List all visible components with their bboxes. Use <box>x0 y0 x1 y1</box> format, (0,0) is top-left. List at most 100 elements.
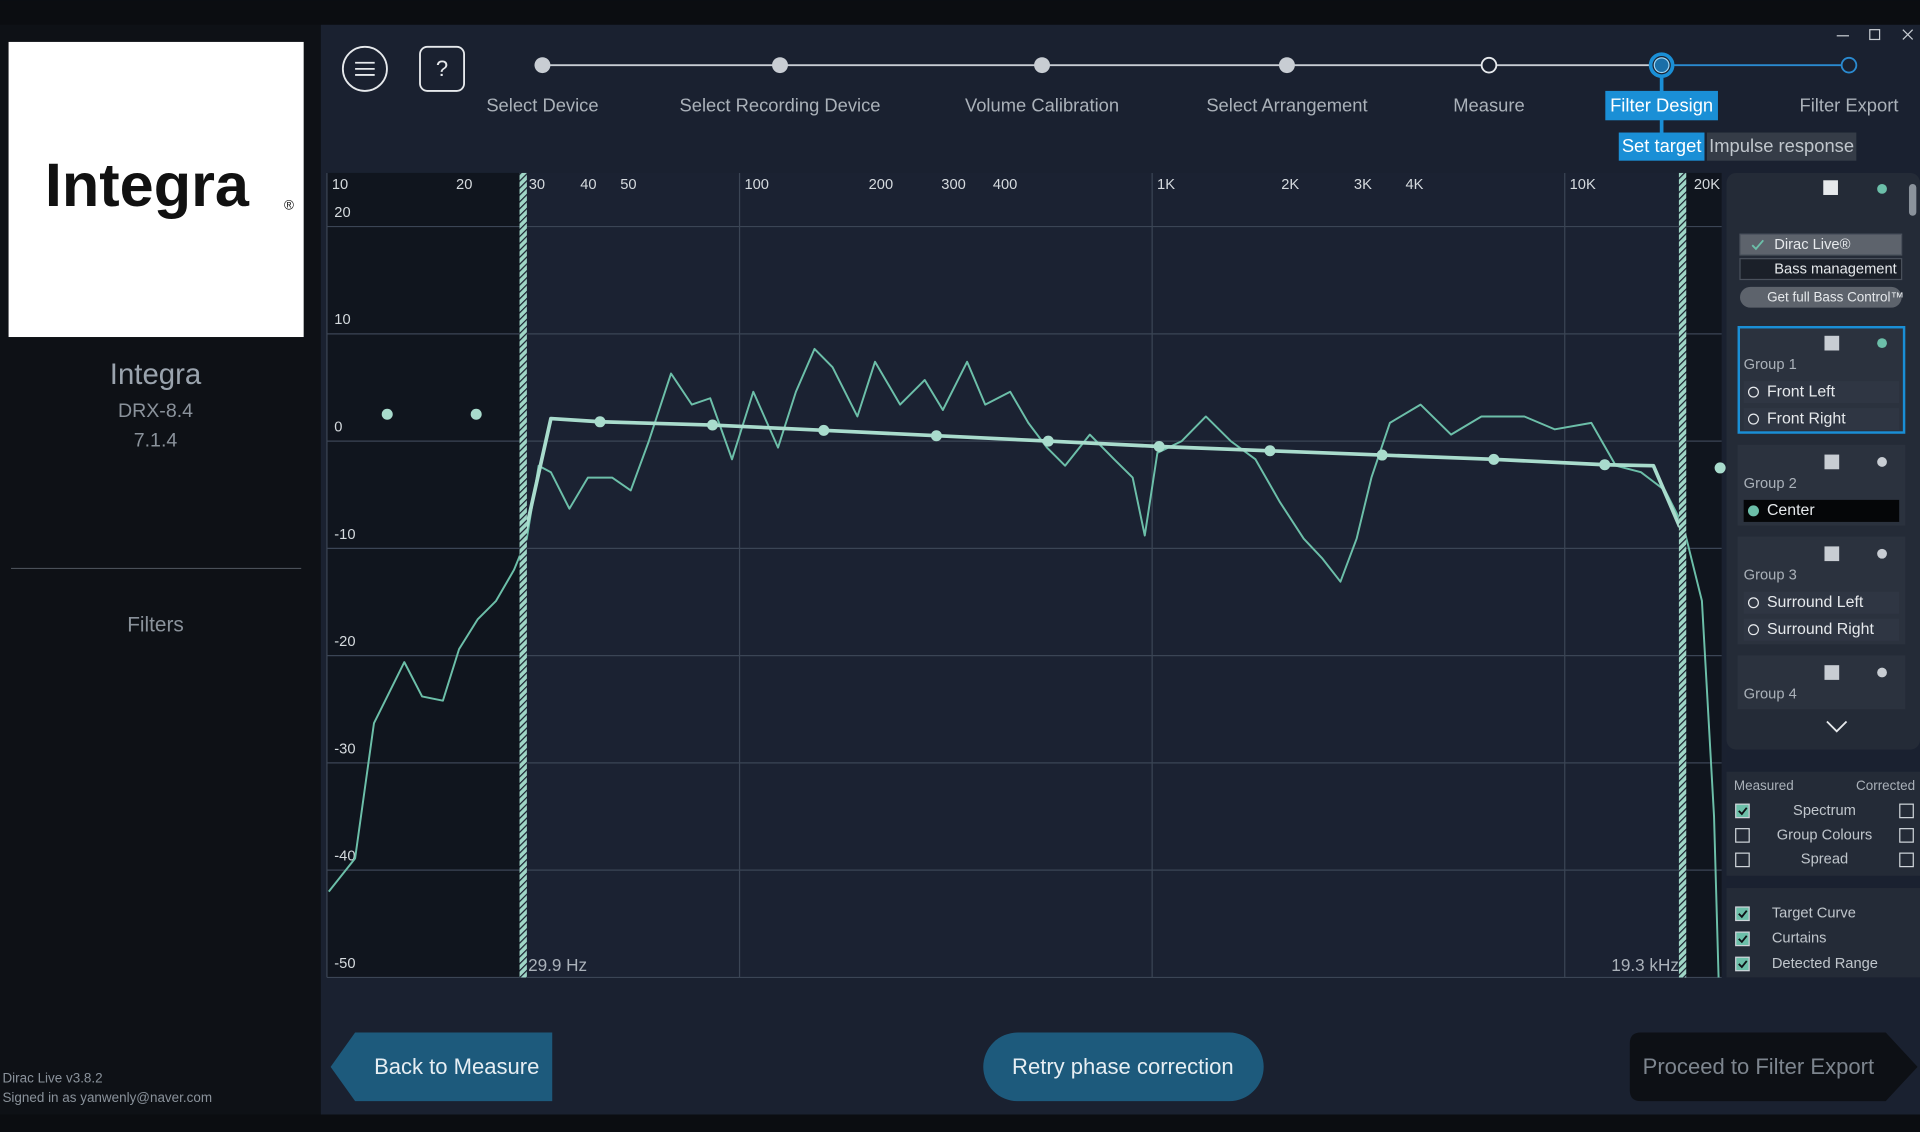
control-point[interactable] <box>1264 445 1276 457</box>
channel-row[interactable] <box>1743 591 1900 614</box>
group-card[interactable] <box>1737 655 1906 710</box>
x-tick-label: 300 <box>941 177 966 193</box>
display-box <box>1726 771 1920 876</box>
checkbox[interactable] <box>1735 828 1750 843</box>
checkbox[interactable] <box>1899 828 1914 843</box>
checkbox[interactable] <box>1735 931 1750 947</box>
x-tick-label: 50 <box>620 177 636 193</box>
stepper: Select Device Select Recording Device Volu… <box>486 52 1898 161</box>
mode-row[interactable] <box>1739 258 1903 281</box>
retry-button[interactable] <box>983 1032 1264 1102</box>
curtain[interactable] <box>519 172 527 978</box>
step-highlight <box>1605 90 1718 121</box>
control-point[interactable] <box>381 408 393 420</box>
restore[interactable] <box>1869 29 1881 41</box>
close[interactable] <box>1902 29 1914 40</box>
browser-tab-bar <box>0 0 1920 25</box>
curtain-label: 29.9 Hz <box>528 955 587 975</box>
filters-link[interactable]: Filters <box>127 614 184 637</box>
x-tick-label: 30 <box>529 177 545 193</box>
step-label: Select Recording Device <box>679 95 880 116</box>
control-point[interactable] <box>930 430 942 442</box>
out-of-range <box>326 172 524 978</box>
x-tick-label: 1K <box>1157 177 1175 193</box>
step-dot[interactable] <box>534 57 551 74</box>
x-tick-label: 4K <box>1405 177 1423 193</box>
checkmark <box>1738 960 1748 969</box>
control-point[interactable] <box>1376 449 1388 461</box>
display-label: Group Colours <box>1777 827 1873 843</box>
control-point[interactable] <box>1714 462 1726 474</box>
control-point[interactable] <box>707 419 719 431</box>
step-dot[interactable] <box>1840 56 1858 74</box>
retry-label: Retry phase correction <box>1012 1054 1234 1079</box>
channel-dot <box>1747 386 1759 398</box>
mode-label: Dirac Live® <box>1774 237 1850 253</box>
control-point[interactable] <box>818 424 830 436</box>
step-dot[interactable] <box>772 57 788 74</box>
control-point[interactable] <box>1042 435 1054 447</box>
channel-row[interactable] <box>1743 618 1900 641</box>
control-point[interactable] <box>1599 459 1611 471</box>
step-dot[interactable] <box>1480 56 1498 74</box>
channel-row[interactable] <box>1743 381 1900 404</box>
y-tick-label: -20 <box>334 634 355 650</box>
group-label: Group 3 <box>1744 568 1797 584</box>
checkbox[interactable] <box>1899 852 1914 868</box>
checkbox[interactable] <box>1735 803 1750 819</box>
channel-row[interactable] <box>1743 408 1900 431</box>
subtab[interactable] <box>1618 132 1705 161</box>
subtab[interactable] <box>1706 132 1857 161</box>
y-tick-label: 10 <box>334 312 350 328</box>
y-tick-label: 0 <box>334 420 342 436</box>
checkbox[interactable] <box>1899 803 1914 819</box>
x-tick-label: 20 <box>456 177 472 193</box>
step-label: Select Device <box>486 95 598 116</box>
x-tick-label: 3K <box>1354 177 1372 193</box>
help-icon: ? <box>436 56 448 81</box>
y-tick-label: 20 <box>334 205 350 221</box>
icon <box>1824 454 1840 470</box>
step-dot[interactable] <box>1034 57 1050 74</box>
checkmark <box>1738 935 1748 944</box>
control-point[interactable] <box>1153 440 1165 452</box>
curtain[interactable] <box>1678 172 1687 978</box>
help-button[interactable] <box>419 45 465 92</box>
curtain-label: 19.3 kHz <box>1611 955 1679 975</box>
step-dot-inner <box>1653 57 1670 74</box>
control-point[interactable] <box>594 416 606 428</box>
y-tick-label: -10 <box>334 527 355 543</box>
scrollbar[interactable] <box>1908 183 1917 216</box>
logo-mark: ® <box>284 198 294 213</box>
checkbox[interactable] <box>1735 956 1750 972</box>
step-dot[interactable] <box>1278 57 1295 74</box>
icon <box>1877 548 1887 559</box>
mode-row[interactable] <box>1739 233 1903 256</box>
channel-dot <box>1747 624 1759 636</box>
measured-header: Measured <box>1734 778 1794 793</box>
checkbox[interactable] <box>1735 906 1750 922</box>
menu-button[interactable] <box>341 45 388 92</box>
x-tick-label: 40 <box>580 177 596 193</box>
checkbox[interactable] <box>1735 852 1750 868</box>
channel-label: Front Left <box>1767 383 1836 400</box>
scroll-down[interactable] <box>1826 720 1848 733</box>
control-point[interactable] <box>1488 453 1500 465</box>
corrected-header: Corrected <box>1856 778 1915 793</box>
icon <box>1824 546 1840 562</box>
back-button[interactable] <box>330 1032 553 1102</box>
control-point[interactable] <box>470 408 482 420</box>
overlay-label: Target Curve <box>1772 906 1856 922</box>
channel-row[interactable] <box>1743 499 1900 522</box>
proceed-button[interactable] <box>1629 1032 1918 1102</box>
plot-background <box>326 172 1722 978</box>
icon <box>1877 457 1887 467</box>
x-tick-label: 400 <box>993 177 1018 193</box>
icon <box>1823 180 1838 195</box>
upgrade-button[interactable] <box>1740 286 1902 308</box>
bottom-strip <box>0 1114 1920 1132</box>
device-brand: Integra <box>110 358 202 391</box>
y-tick-label: -50 <box>334 956 355 972</box>
overlay-box <box>1726 888 1920 978</box>
icon <box>1877 183 1887 194</box>
